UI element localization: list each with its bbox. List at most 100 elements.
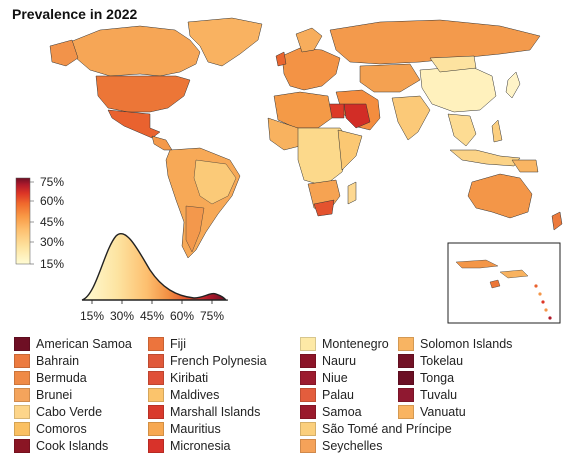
legend-label: French Polynesia <box>170 354 267 368</box>
legend-item: Niue <box>300 370 348 386</box>
legend-swatch <box>398 337 414 351</box>
legend-item: Samoa <box>300 404 362 420</box>
legend-swatch <box>300 422 316 436</box>
region-japan <box>505 71 521 99</box>
legend-item: Micronesia <box>148 438 230 454</box>
legend-label: Maldives <box>170 388 220 402</box>
legend-item: Mauritius <box>148 421 221 437</box>
legend-item: Fiji <box>148 336 186 352</box>
legend-item: Tonga <box>398 370 454 386</box>
legend-label: Fiji <box>170 337 186 351</box>
region-new-zealand <box>551 211 563 231</box>
region-southeast-asia <box>447 113 477 147</box>
region-central-africa <box>297 127 353 187</box>
legend-swatch <box>148 354 164 368</box>
legend-swatch <box>300 354 316 368</box>
legend-label: Bahrain <box>36 354 80 368</box>
legend-item: Bermuda <box>14 370 87 386</box>
region-madagascar <box>347 181 357 205</box>
map-title: Prevalence in 2022 <box>12 6 138 22</box>
legend-label: Niue <box>322 371 348 385</box>
legend-swatch <box>148 405 164 419</box>
scale-tick-label: 75% <box>40 175 64 189</box>
region-north-africa <box>273 91 333 129</box>
density-tick-label: 30% <box>110 309 134 323</box>
region-alaska <box>49 39 79 67</box>
legend-label: Vanuatu <box>420 405 466 419</box>
legend-label: Nauru <box>322 354 357 368</box>
region-canada <box>69 25 201 77</box>
legend-swatch <box>398 371 414 385</box>
region-argentina-chile <box>185 205 205 253</box>
legend-label: São Tomé and Príncipe <box>322 422 452 436</box>
density-tick-label: 75% <box>200 309 224 323</box>
legend-swatch <box>14 388 30 402</box>
legend-label: Mauritius <box>170 422 221 436</box>
legend-swatch <box>14 422 30 436</box>
region-uk <box>275 51 287 67</box>
region-central-america <box>151 135 173 151</box>
legend-label: Brunei <box>36 388 73 402</box>
legend-item: Palau <box>300 387 354 403</box>
region-west-africa <box>267 117 301 151</box>
legend-item: Cabo Verde <box>14 404 102 420</box>
legend-swatch <box>148 422 164 436</box>
legend-label: Marshall Islands <box>170 405 261 419</box>
legend-swatch <box>300 337 316 351</box>
legend-swatch <box>14 405 30 419</box>
legend-label: Solomon Islands <box>420 337 513 351</box>
legend-swatch <box>148 439 164 453</box>
legend-item: Cook Islands <box>14 438 108 454</box>
legend-item: Bahrain <box>14 353 79 369</box>
region-philippines <box>491 119 503 143</box>
island-legend: American Samoa Bahrain Bermuda Brunei Cabo V… <box>14 336 562 454</box>
caribbean-inset <box>447 242 561 324</box>
legend-swatch <box>398 405 414 419</box>
region-india <box>391 95 431 141</box>
region-mexico <box>107 109 161 139</box>
legend-swatch <box>14 371 30 385</box>
legend-label: Tuvalu <box>420 388 458 402</box>
legend-item: Kiribati <box>148 370 208 386</box>
scale-tick-label: 45% <box>40 215 64 229</box>
legend-swatch <box>148 337 164 351</box>
region-australia <box>467 173 533 219</box>
legend-label: Micronesia <box>170 439 231 453</box>
region-brazil <box>193 159 237 205</box>
world-map: 75% 60% 45% 30% 15% 15% 30% 45% 60% 75% <box>15 17 563 324</box>
legend-swatch <box>14 337 30 351</box>
legend-item: Brunei <box>14 387 72 403</box>
legend-label: Tokelau <box>420 354 464 368</box>
density-tick-label: 45% <box>140 309 164 323</box>
region-russia <box>329 19 541 65</box>
region-china <box>419 65 497 113</box>
legend-item: Comoros <box>14 421 87 437</box>
legend-swatch <box>14 439 30 453</box>
region-greenland <box>187 17 263 67</box>
legend-label: Seychelles <box>322 439 383 453</box>
scale-tick-label: 30% <box>40 235 64 249</box>
region-europe <box>281 47 341 91</box>
density-plot: 15% 30% 45% 60% 75% <box>80 233 228 323</box>
region-indonesia <box>449 149 521 167</box>
legend-label: Comoros <box>36 422 87 436</box>
legend-swatch <box>398 388 414 402</box>
legend-label: Tonga <box>420 371 455 385</box>
region-papua <box>511 159 539 173</box>
color-scale: 75% 60% 45% 30% 15% <box>15 175 64 271</box>
legend-swatch <box>14 354 30 368</box>
legend-item: Tokelau <box>398 353 463 369</box>
density-tick-label: 60% <box>170 309 194 323</box>
density-tick-label: 15% <box>80 309 104 323</box>
legend-label: Cabo Verde <box>36 405 103 419</box>
legend-item: Marshall Islands <box>148 404 260 420</box>
scale-tick-label: 60% <box>40 194 64 208</box>
color-scale-ticks: 75% 60% 45% 30% 15% <box>30 175 64 271</box>
legend-item: Seychelles <box>300 438 382 454</box>
legend-swatch <box>148 388 164 402</box>
legend-item: Tuvalu <box>398 387 457 403</box>
legend-item: Maldives <box>148 387 219 403</box>
legend-item: Solomon Islands <box>398 336 512 352</box>
legend-swatch <box>300 439 316 453</box>
legend-swatch <box>398 354 414 368</box>
